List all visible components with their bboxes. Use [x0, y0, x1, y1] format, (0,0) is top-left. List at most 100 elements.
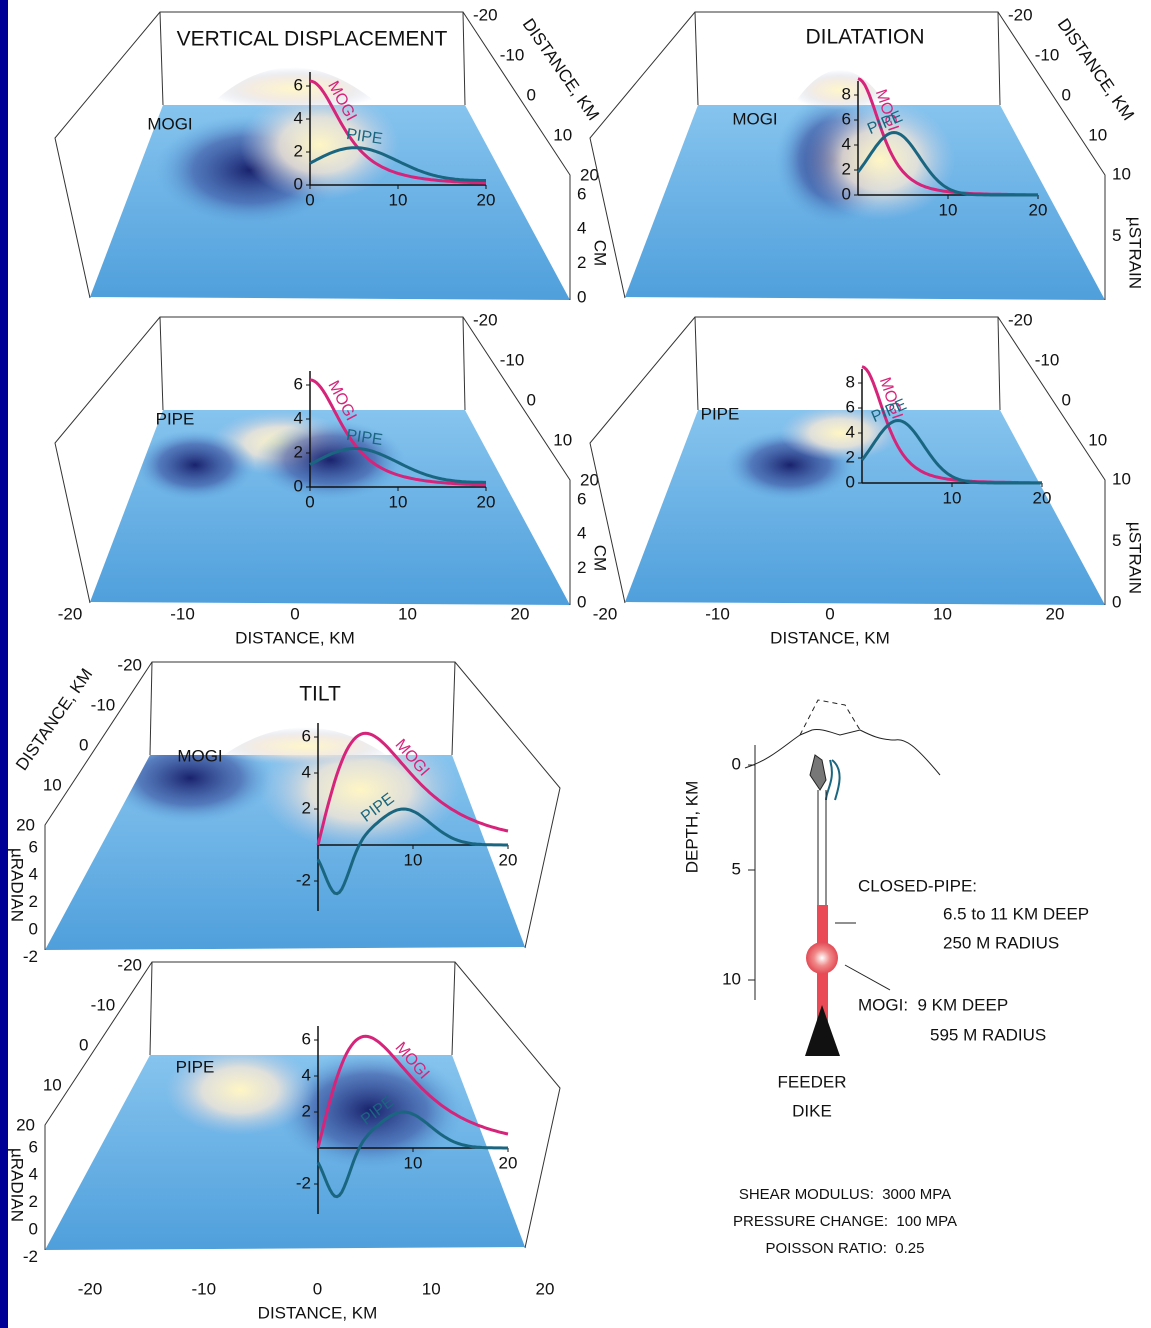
dike-label: FEEDER [778, 1072, 847, 1091]
depth-tick-label: 0 [1062, 390, 1071, 409]
inset-x-tick-label: 10 [389, 492, 408, 511]
inset-y-tick-label: 2 [842, 159, 851, 178]
depth-tick-label: 20 [16, 815, 35, 834]
panel-title: DILATATION [805, 26, 924, 49]
mogi-source [806, 942, 838, 974]
inset-y-tick-label: 4 [842, 134, 851, 153]
inset-y-tick-label: 0 [846, 472, 855, 491]
depth-tick-label: -10 [91, 995, 116, 1014]
inset-x-tick-label: 20 [1029, 200, 1048, 219]
inset-x-tick-label: 20 [499, 850, 518, 869]
vertical-tick-label: 5 [1112, 226, 1121, 245]
inset-x-tick-label: 10 [939, 200, 958, 219]
depth-tick-label: -10 [1035, 45, 1060, 64]
vertical-tick-label: 0 [29, 919, 38, 938]
depth-tick-label: 20 [16, 1115, 35, 1134]
parameter: PRESSURE CHANGE: 100 MPA [733, 1213, 957, 1230]
depth-tick-label: -20 [1008, 5, 1033, 24]
base-tick-label: 20 [536, 1279, 555, 1298]
depth-tick-label: 10 [1088, 125, 1107, 144]
model-label: MOGI [177, 746, 222, 765]
vertical-tick-label: 2 [29, 1192, 38, 1211]
vertical-tick-label: 2 [577, 253, 586, 272]
depth-tick-label: -10 [91, 695, 116, 714]
depth-tick-label: -20 [117, 655, 142, 674]
inset-x-tick-label: 10 [404, 850, 423, 869]
depth-tick-label: -20 [473, 5, 498, 24]
inset-x-tick-label: 20 [499, 1153, 518, 1172]
inset-y-tick-label: 2 [846, 447, 855, 466]
inset-y-tick-label: 0 [842, 184, 851, 203]
base-tick-label: 0 [825, 604, 834, 623]
base-tick-label: 0 [290, 604, 299, 623]
inset-y-tick-label: 4 [302, 762, 311, 781]
page: {"panels": [ {"title": "VERTICAL DISPLAC… [0, 0, 1151, 1328]
vertical-tick-label: 6 [577, 184, 586, 203]
depth-tick-label: 0 [527, 390, 536, 409]
vertical-tick-label: 4 [577, 219, 586, 238]
vertical-tick-label: 10 [1112, 469, 1131, 488]
inset-y-tick-label: -2 [296, 870, 311, 889]
base-tick-label: -10 [705, 604, 730, 623]
inset-y-tick-label: 4 [294, 108, 303, 127]
base-tick-label: -20 [78, 1279, 103, 1298]
vertical-tick-label: 2 [29, 892, 38, 911]
depth-tick-label: 0 [79, 735, 88, 754]
inset-y-tick-label: 2 [302, 798, 311, 817]
pipe-label: CLOSED-PIPE: [858, 876, 977, 895]
base-tick-label: -20 [58, 604, 83, 623]
vertical-axis-label: µSTRAIN [1126, 217, 1145, 289]
depth-tick-label: 5 [732, 859, 741, 878]
vertical-tick-label: 10 [1112, 164, 1131, 183]
inset-y-tick-label: 2 [294, 141, 303, 160]
vertical-tick-label: 6 [577, 489, 586, 508]
depth-tick-label: 10 [43, 1075, 62, 1094]
inset-y-tick-label: 6 [302, 1029, 311, 1048]
depth-tick-label: -10 [1035, 350, 1060, 369]
inset-y-tick-label: 8 [846, 372, 855, 391]
inset-x-tick-label: 10 [389, 190, 408, 209]
mogi-radius: 595 M RADIUS [930, 1025, 1046, 1044]
vertical-tick-label: 4 [29, 865, 38, 884]
depth-tick-label: 10 [722, 969, 741, 988]
base-tick-label: 10 [422, 1279, 441, 1298]
base-tick-label: -10 [191, 1279, 216, 1298]
pipe-depth: 6.5 to 11 KM DEEP [943, 904, 1089, 923]
depth-tick-label: 10 [43, 775, 62, 794]
inset-x-tick-label: 20 [1033, 488, 1052, 507]
base-tick-label: 10 [398, 604, 417, 623]
inset-x-tick-label: 0 [305, 492, 314, 511]
vertical-tick-label: 0 [577, 287, 586, 306]
parameter: POISSON RATIO: 0.25 [766, 1240, 925, 1257]
model-label: MOGI [732, 109, 777, 128]
base-tick-label: 0 [313, 1279, 322, 1298]
vertical-tick-label: 4 [29, 1165, 38, 1184]
model-label: PIPE [701, 404, 740, 423]
inset-x-tick-label: 10 [943, 488, 962, 507]
surface-bump [135, 430, 255, 500]
vertical-axis-label: µRADIAN [8, 1148, 27, 1222]
depth-tick-label: 20 [580, 470, 599, 489]
inset-y-tick-label: 4 [294, 408, 303, 427]
pipe-radius: 250 M RADIUS [943, 933, 1059, 952]
depth-tick-label: 0 [79, 1035, 88, 1054]
vertical-tick-label: 0 [577, 592, 586, 611]
vertical-tick-label: 4 [577, 524, 586, 543]
base-tick-label: 10 [933, 604, 952, 623]
depth-axis-label: DEPTH, KM [682, 781, 701, 874]
depth-tick-label: -20 [117, 955, 142, 974]
depth-tick-label: 0 [527, 85, 536, 104]
base-tick-label: 20 [1046, 604, 1065, 623]
depth-tick-label: -20 [1008, 310, 1033, 329]
inset-y-tick-label: 0 [294, 174, 303, 193]
inset-x-tick-label: 20 [477, 190, 496, 209]
inset-y-tick-label: 0 [294, 476, 303, 495]
inset-y-tick-label: 2 [294, 442, 303, 461]
vertical-axis-label: CM [591, 240, 610, 266]
model-label: MOGI [147, 114, 192, 133]
inset-y-tick-label: 4 [302, 1065, 311, 1084]
panel-title: TILT [299, 683, 341, 706]
base-tick-label: -10 [170, 604, 195, 623]
base-axis-label: DISTANCE, KM [770, 628, 890, 647]
vertical-tick-label: 0 [1112, 592, 1121, 611]
